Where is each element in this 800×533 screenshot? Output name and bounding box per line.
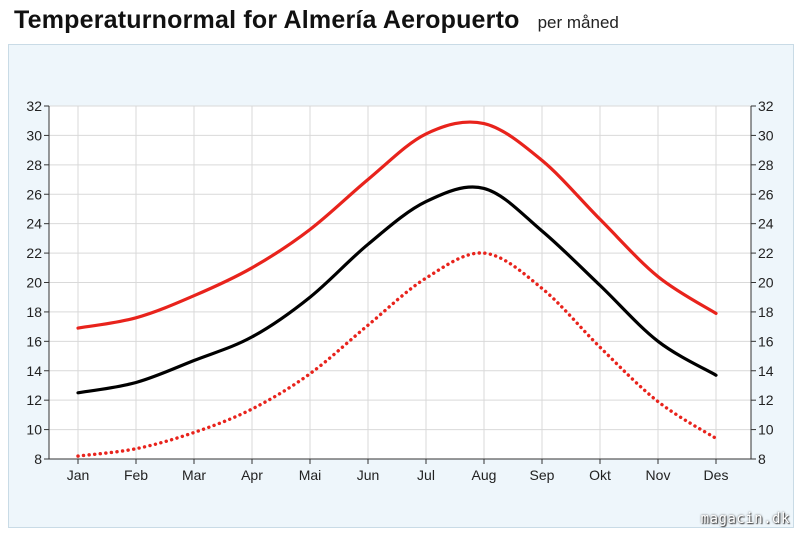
y-tick-label: 24 [26,216,42,232]
x-tick-label: Des [704,467,729,483]
y-tick-label: 18 [758,304,774,320]
y-tick-label: 18 [26,304,42,320]
y-tick-label: 16 [758,333,774,349]
series-line-red-solid [76,120,718,330]
x-tick-label: Sep [530,467,555,483]
x-tick-label: Jan [67,467,90,483]
y-tick-label: 32 [758,98,774,114]
x-tick-label: Feb [124,467,148,483]
y-tick-label: 26 [26,186,42,202]
y-tick-label: 22 [26,245,42,261]
grid-lines [49,105,751,460]
y-tick-label: 12 [26,392,42,408]
y-tick-label: 14 [758,363,774,379]
series-line-red-dotted [76,251,718,458]
x-tick-labels: Jan Feb Mar Apr Mai Jun Jul Aug Sep Okt Nov Des [67,467,729,483]
y-tick-label: 32 [26,98,42,114]
x-tick-label: Aug [472,467,497,483]
y-tick-label: 22 [758,245,774,261]
y-tick-label: 30 [26,127,42,143]
y-tick-label: 20 [758,275,774,291]
chart-subtitle: per måned [537,13,619,32]
y-tick-label: 28 [758,157,774,173]
series-lines [76,120,718,458]
y-tick-label: 24 [758,216,774,232]
y-tick-labels-left: 8 10 12 14 16 18 20 22 24 26 28 30 32 [26,98,42,467]
series-line-black [76,185,718,395]
x-tick-label: Mar [182,467,206,483]
y-tick-labels-right: 8 10 12 14 16 18 20 22 24 26 28 30 32 [758,98,774,467]
watermark: magacin.dk [700,511,790,527]
x-tick-label: Apr [241,467,263,483]
y-tick-label: 10 [26,422,42,438]
axes [44,105,756,464]
y-tick-label: 16 [26,333,42,349]
y-tick-label: 14 [26,363,42,379]
x-tick-label: Mai [299,467,322,483]
y-tick-label: 12 [758,392,774,408]
x-tick-label: Okt [589,467,611,483]
y-tick-label: 8 [34,451,42,467]
x-tick-label: Nov [646,467,671,483]
y-tick-label: 10 [758,422,774,438]
chart-header: Temperaturnormal for Almería Aeropuerto … [14,6,619,42]
y-tick-label: 26 [758,186,774,202]
y-tick-label: 30 [758,127,774,143]
y-tick-label: 28 [26,157,42,173]
x-tick-label: Jun [357,467,380,483]
chart-title: Temperaturnormal for Almería Aeropuerto [14,6,520,34]
y-tick-label: 20 [26,275,42,291]
x-tick-label: Jul [417,467,435,483]
y-tick-label: 8 [758,451,766,467]
